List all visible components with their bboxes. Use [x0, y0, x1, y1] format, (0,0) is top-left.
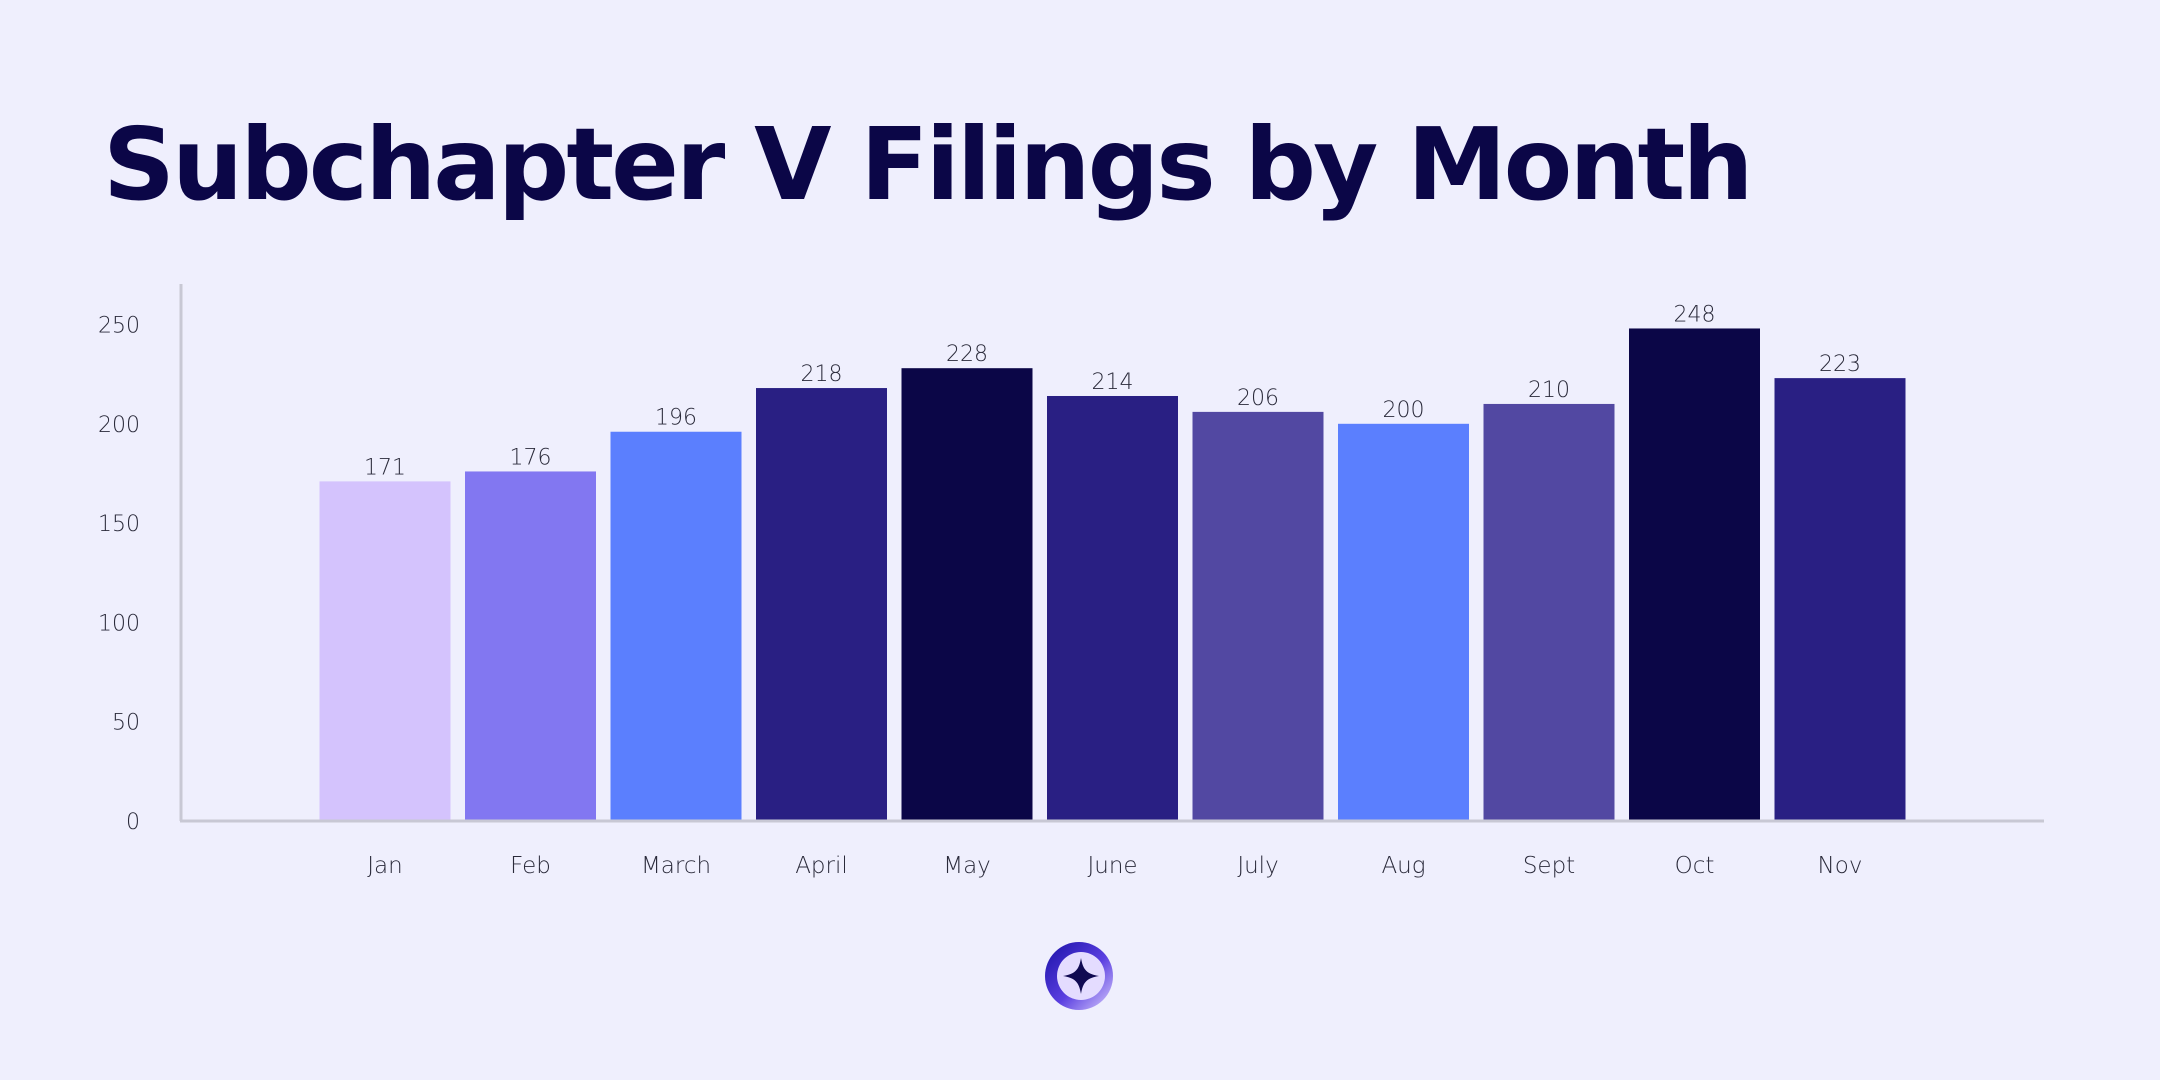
data-labels: 171 176 196 218 228 214 206 200 210 248 223: [364, 302, 1861, 480]
data-label: 176: [510, 445, 552, 470]
x-tick-label: April: [795, 853, 848, 879]
x-tick-label: Aug: [1381, 853, 1425, 879]
data-label: 223: [1819, 352, 1861, 377]
bar-sept: [1483, 403, 1615, 821]
data-label: 200: [1383, 398, 1425, 423]
x-axis-ticks: Jan Feb March April May June July Aug Sept Oct Nov: [367, 853, 1862, 879]
x-tick-label: Feb: [510, 853, 551, 879]
bar-feb: [465, 471, 596, 821]
y-tick-label: 250: [98, 314, 140, 339]
bar-april: [756, 388, 887, 821]
x-tick-label: Sept: [1523, 853, 1575, 879]
data-label: 214: [1092, 370, 1134, 395]
data-label: 218: [801, 362, 843, 387]
x-tick-label: Jan: [367, 853, 402, 879]
data-label: 228: [946, 342, 988, 367]
data-label: 171: [364, 455, 406, 480]
bar-nov: [1774, 378, 1906, 821]
data-label: 196: [655, 406, 697, 431]
y-tick-label: 50: [112, 711, 140, 736]
y-tick-label: 200: [98, 413, 140, 438]
sparkle-star-icon: [1063, 958, 1099, 994]
x-tick-label: Oct: [1675, 853, 1715, 879]
bar-may: [901, 368, 1033, 821]
x-tick-label: March: [641, 853, 711, 879]
y-tick-label: 100: [98, 611, 140, 636]
data-label: 206: [1237, 386, 1279, 411]
y-axis-ticks: 0 50 100 150 200 250: [98, 314, 140, 836]
bar-march: [610, 431, 742, 821]
bar-jan: [319, 481, 451, 821]
x-tick-label: May: [943, 853, 991, 879]
bars: [319, 328, 1906, 821]
chart-title: Subchapter V Filings by Month: [103, 106, 1754, 223]
x-tick-label: Nov: [1818, 853, 1863, 879]
bar-june: [1047, 395, 1178, 821]
logo: [1045, 942, 1113, 1010]
data-label: 210: [1528, 378, 1570, 403]
bar-oct: [1629, 328, 1760, 821]
bar-july: [1192, 411, 1324, 821]
x-tick-label: June: [1087, 853, 1137, 879]
x-tick-label: July: [1237, 853, 1278, 879]
y-tick-label: 150: [98, 512, 140, 537]
y-tick-label: 0: [126, 810, 140, 835]
data-label: 248: [1674, 302, 1716, 327]
bar-aug: [1338, 423, 1469, 821]
